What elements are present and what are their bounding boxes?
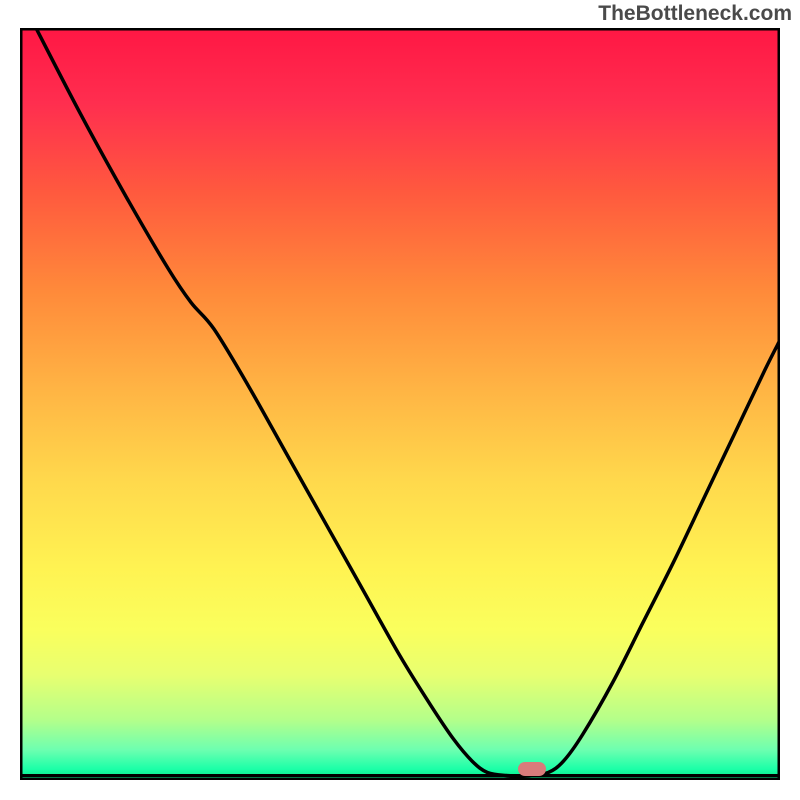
bottleneck-curve [36, 28, 780, 776]
plot-border [20, 28, 780, 780]
watermark-text: TheBottleneck.com [598, 2, 792, 26]
optimal-marker [518, 762, 546, 776]
chart-container: TheBottleneck.com [0, 0, 800, 800]
curve-layer [20, 28, 780, 780]
plot-area [20, 28, 780, 780]
